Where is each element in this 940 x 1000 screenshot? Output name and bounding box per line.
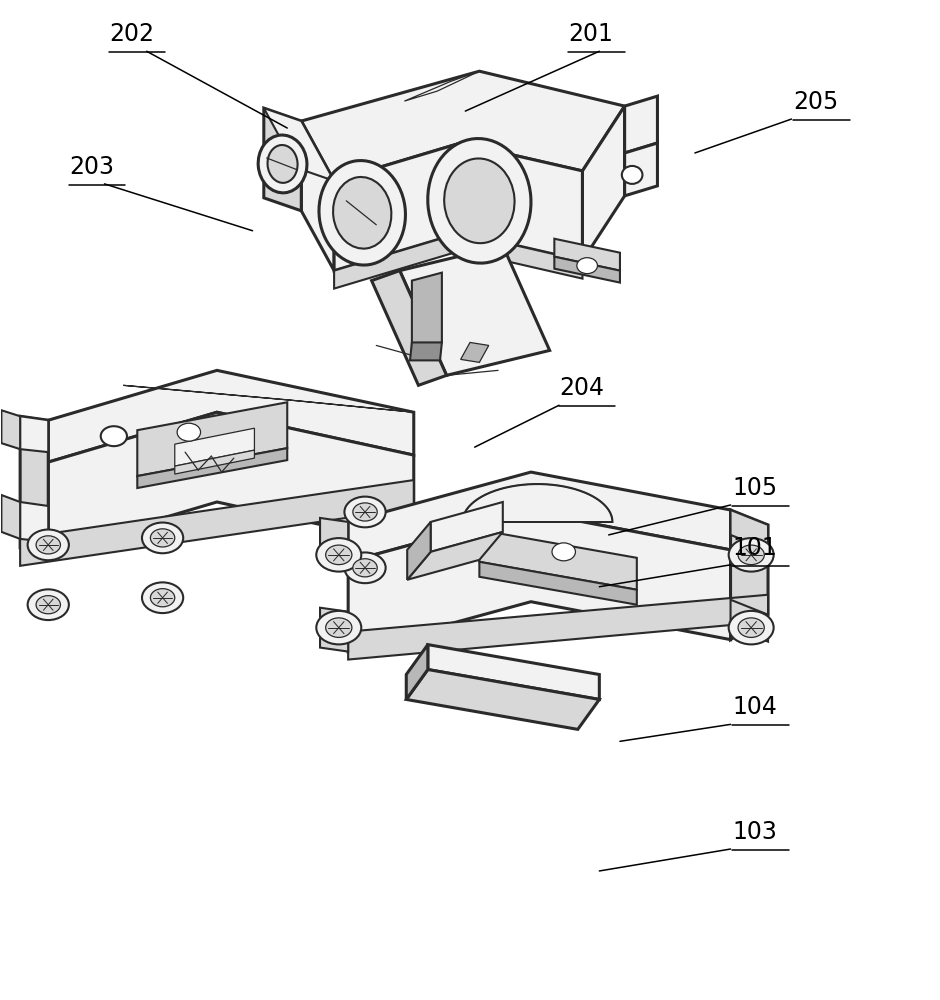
Ellipse shape bbox=[101, 426, 127, 446]
Ellipse shape bbox=[333, 177, 391, 249]
Polygon shape bbox=[302, 121, 334, 271]
Polygon shape bbox=[730, 510, 768, 640]
Text: 204: 204 bbox=[559, 376, 604, 400]
Polygon shape bbox=[264, 108, 302, 211]
Ellipse shape bbox=[352, 559, 377, 577]
Ellipse shape bbox=[316, 538, 361, 572]
Ellipse shape bbox=[463, 529, 492, 551]
Ellipse shape bbox=[352, 503, 377, 521]
Polygon shape bbox=[1, 495, 20, 539]
Polygon shape bbox=[407, 532, 503, 580]
Ellipse shape bbox=[150, 529, 175, 547]
Polygon shape bbox=[320, 608, 348, 652]
Polygon shape bbox=[137, 402, 288, 476]
Polygon shape bbox=[20, 502, 48, 542]
Ellipse shape bbox=[27, 589, 69, 620]
Polygon shape bbox=[302, 71, 625, 181]
Polygon shape bbox=[1, 410, 20, 449]
Polygon shape bbox=[137, 448, 288, 488]
Polygon shape bbox=[428, 645, 600, 699]
Ellipse shape bbox=[177, 423, 200, 441]
Polygon shape bbox=[348, 472, 730, 562]
Polygon shape bbox=[175, 450, 255, 474]
Text: 105: 105 bbox=[732, 476, 777, 500]
Polygon shape bbox=[412, 273, 442, 350]
Ellipse shape bbox=[428, 139, 531, 263]
Polygon shape bbox=[320, 518, 348, 562]
Text: 202: 202 bbox=[109, 22, 154, 46]
Ellipse shape bbox=[319, 161, 405, 265]
Polygon shape bbox=[334, 143, 461, 271]
Polygon shape bbox=[406, 645, 428, 699]
Polygon shape bbox=[730, 600, 768, 642]
Ellipse shape bbox=[738, 618, 764, 637]
Polygon shape bbox=[431, 502, 503, 552]
Ellipse shape bbox=[445, 158, 514, 243]
Ellipse shape bbox=[577, 258, 598, 274]
Polygon shape bbox=[461, 233, 583, 279]
Ellipse shape bbox=[36, 596, 60, 614]
Polygon shape bbox=[730, 510, 768, 550]
Ellipse shape bbox=[344, 497, 385, 527]
Polygon shape bbox=[625, 143, 657, 196]
Ellipse shape bbox=[258, 135, 307, 193]
Ellipse shape bbox=[738, 545, 764, 565]
Polygon shape bbox=[406, 670, 600, 729]
Text: 103: 103 bbox=[732, 820, 777, 844]
Ellipse shape bbox=[142, 582, 183, 613]
Ellipse shape bbox=[142, 523, 183, 553]
Polygon shape bbox=[48, 412, 414, 552]
Polygon shape bbox=[264, 108, 334, 181]
Polygon shape bbox=[479, 530, 636, 590]
Polygon shape bbox=[461, 342, 489, 362]
Text: 104: 104 bbox=[732, 695, 777, 719]
Polygon shape bbox=[555, 239, 620, 271]
Ellipse shape bbox=[728, 538, 774, 572]
Ellipse shape bbox=[316, 611, 361, 644]
Polygon shape bbox=[175, 428, 255, 466]
Ellipse shape bbox=[36, 536, 60, 554]
Polygon shape bbox=[461, 143, 583, 261]
Polygon shape bbox=[371, 271, 446, 385]
Ellipse shape bbox=[622, 166, 642, 184]
Polygon shape bbox=[20, 480, 414, 566]
Ellipse shape bbox=[552, 543, 575, 561]
Ellipse shape bbox=[268, 145, 298, 183]
Polygon shape bbox=[48, 370, 414, 462]
Polygon shape bbox=[400, 246, 550, 375]
Polygon shape bbox=[334, 233, 461, 289]
Polygon shape bbox=[583, 106, 625, 261]
Polygon shape bbox=[348, 512, 730, 652]
Polygon shape bbox=[555, 257, 620, 283]
Polygon shape bbox=[625, 96, 657, 153]
Polygon shape bbox=[348, 595, 768, 660]
Text: 205: 205 bbox=[793, 90, 838, 114]
Text: 203: 203 bbox=[69, 155, 114, 179]
Ellipse shape bbox=[150, 589, 175, 607]
Ellipse shape bbox=[325, 545, 352, 565]
Polygon shape bbox=[407, 522, 431, 580]
Polygon shape bbox=[404, 71, 479, 101]
Ellipse shape bbox=[344, 552, 385, 583]
Polygon shape bbox=[123, 385, 414, 412]
Polygon shape bbox=[479, 562, 636, 605]
Ellipse shape bbox=[27, 530, 69, 560]
Polygon shape bbox=[462, 484, 613, 522]
Ellipse shape bbox=[728, 611, 774, 644]
Polygon shape bbox=[20, 416, 48, 552]
Text: 101: 101 bbox=[732, 536, 777, 560]
Polygon shape bbox=[20, 416, 48, 452]
Text: 201: 201 bbox=[569, 22, 613, 46]
Polygon shape bbox=[410, 342, 442, 360]
Ellipse shape bbox=[325, 618, 352, 637]
